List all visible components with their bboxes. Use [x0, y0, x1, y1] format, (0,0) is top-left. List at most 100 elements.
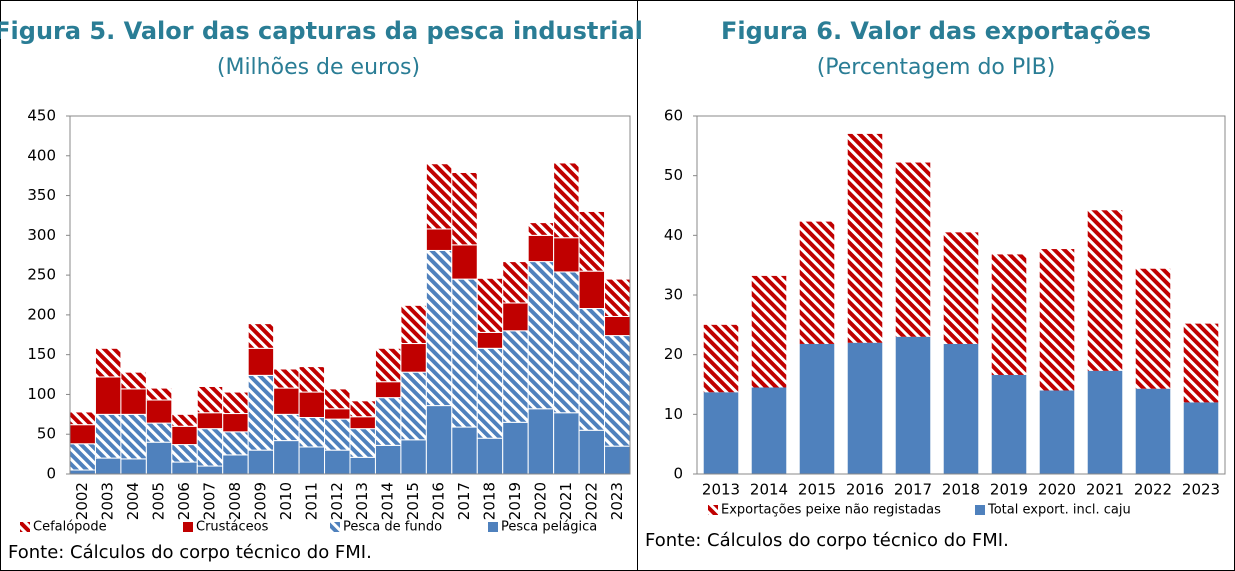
bar-segment [222, 391, 249, 415]
bar-segment [400, 304, 427, 345]
y-tick-label: 10 [664, 405, 683, 423]
bar-segment [527, 222, 555, 236]
bar-segment [349, 416, 376, 430]
bar-segment [171, 425, 198, 446]
y-tick-label: 40 [664, 226, 683, 244]
bar-segment [578, 270, 606, 310]
x-tick-label: 2011 [302, 482, 320, 520]
bar-segment [69, 469, 96, 475]
bar-segment [451, 278, 478, 428]
y-tick-label: 200 [27, 305, 56, 323]
bar-segment [991, 374, 1027, 474]
bar-segment [298, 391, 326, 419]
bar-segment [991, 254, 1027, 375]
bar-segment [374, 397, 402, 446]
bar-segment [799, 343, 835, 474]
chart-title: Figura 6. Valor das exportações [721, 17, 1151, 45]
y-tick-label: 100 [27, 385, 56, 403]
bar-segment [502, 421, 529, 475]
x-tick-label: 2017 [894, 481, 932, 499]
legend-label: Exportações peixe não registadas [721, 503, 941, 518]
x-tick-label: 2004 [124, 482, 142, 520]
bar-segment [578, 210, 606, 272]
bar-segment [476, 347, 504, 439]
bar-segment [273, 368, 300, 389]
bar-segment [895, 162, 931, 337]
bar-segment [400, 439, 427, 475]
x-tick-label: 2019 [506, 482, 524, 520]
x-tick-label: 2015 [404, 482, 422, 520]
bar-segment [847, 342, 883, 474]
bar-segment [451, 171, 478, 246]
bar-segment [502, 261, 529, 304]
bar-segment [171, 413, 198, 427]
bar-segment [1087, 210, 1123, 371]
bar-segment [349, 456, 376, 475]
bar-segment [1135, 388, 1171, 474]
x-tick-label: 2008 [226, 482, 244, 520]
bar-segment [703, 392, 739, 474]
bar-segment [298, 366, 326, 393]
x-tick-label: 2014 [379, 482, 397, 520]
x-tick-label: 2016 [846, 481, 884, 499]
bar-segment [943, 232, 979, 344]
bar-segment [847, 133, 883, 343]
x-tick-label: 2018 [481, 482, 499, 520]
bar-segment [222, 431, 249, 456]
bar-segment [120, 371, 147, 390]
x-tick-label: 2021 [1086, 481, 1124, 499]
bar-segment [69, 443, 96, 471]
bar-segment [222, 413, 249, 433]
bar-segment [578, 429, 606, 475]
bar-segment [145, 441, 173, 475]
bar-segment [578, 308, 606, 431]
bar-segment [324, 418, 351, 451]
bar-segment [1087, 370, 1123, 474]
plot-frame [69, 115, 631, 475]
bar-segment [553, 162, 580, 239]
chart-subtitle: (Milhões de euros) [217, 55, 420, 80]
legend-label: Cefalópode [33, 520, 107, 535]
x-tick-label: 2023 [608, 482, 626, 520]
bar-segment [324, 388, 351, 410]
bar-segment [69, 424, 96, 445]
bar-segment [196, 428, 224, 467]
bar-segment [374, 381, 402, 399]
bar-segment [196, 412, 224, 430]
bar-segment [145, 422, 173, 443]
bar-segment [222, 454, 249, 475]
y-tick-label: 60 [664, 107, 683, 125]
bar-segment [1135, 268, 1171, 389]
bar-segment [553, 412, 580, 475]
bar-segment [196, 465, 224, 475]
bar-segment [324, 449, 351, 475]
legend-swatch [975, 505, 985, 515]
legend-label: Pesca pelágica [501, 520, 597, 535]
bar-segment [895, 336, 931, 474]
x-tick-label: 2006 [175, 482, 193, 520]
x-tick-label: 2007 [201, 482, 219, 520]
y-tick-label: 400 [27, 146, 56, 164]
y-tick-label: 150 [27, 345, 56, 363]
x-tick-label: 2014 [750, 481, 788, 499]
bar-segment [374, 347, 402, 383]
bar-segment [1183, 402, 1219, 474]
bar-segment [298, 417, 326, 448]
bar-segment [94, 457, 122, 475]
y-tick-label: 250 [27, 266, 56, 284]
bar-segment [1039, 249, 1075, 391]
x-tick-label: 2022 [1134, 481, 1172, 499]
bar-segment [273, 440, 300, 475]
bar-segment [451, 244, 478, 280]
bar-segment [799, 221, 835, 344]
bar-segment [425, 249, 453, 407]
bar-segment [94, 413, 122, 459]
bar-segment [476, 331, 504, 349]
legend-swatch [330, 522, 340, 532]
bar-segment [451, 426, 478, 475]
x-tick-label: 2020 [1038, 481, 1076, 499]
source-note: Fonte: Cálculos do corpo técnico do FMI. [645, 530, 1009, 551]
bar-segment [400, 343, 427, 373]
